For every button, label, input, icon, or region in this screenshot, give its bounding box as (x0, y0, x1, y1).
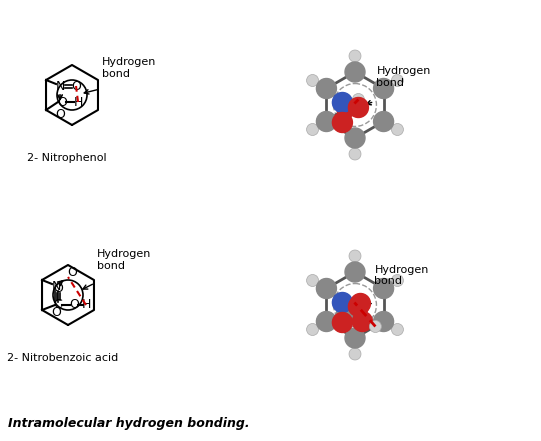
Text: 2- Nitrophenol: 2- Nitrophenol (27, 153, 107, 163)
Circle shape (332, 93, 352, 112)
Circle shape (316, 78, 337, 98)
Circle shape (345, 328, 365, 348)
Circle shape (348, 296, 368, 317)
Text: O: O (69, 299, 79, 311)
Circle shape (307, 123, 319, 135)
Circle shape (370, 321, 381, 333)
Circle shape (352, 311, 372, 332)
Circle shape (332, 292, 352, 313)
Text: 2- Nitrobenzoic acid: 2- Nitrobenzoic acid (8, 353, 118, 363)
Text: O: O (51, 306, 61, 318)
Text: Hydrogen
bond: Hydrogen bond (97, 250, 151, 271)
Circle shape (337, 303, 357, 324)
Circle shape (307, 324, 319, 336)
Text: O: O (53, 283, 63, 295)
Text: O: O (67, 266, 77, 280)
Circle shape (374, 112, 394, 131)
Text: Hydrogen
bond: Hydrogen bond (374, 265, 429, 287)
Text: Intramolecular hydrogen bonding.: Intramolecular hydrogen bonding. (8, 417, 249, 430)
Circle shape (348, 97, 368, 117)
Text: O: O (55, 108, 65, 120)
Circle shape (316, 311, 337, 332)
Circle shape (349, 250, 361, 262)
Circle shape (374, 279, 394, 299)
Text: H: H (74, 96, 83, 108)
Circle shape (332, 112, 352, 132)
Circle shape (337, 97, 357, 117)
Circle shape (374, 78, 394, 98)
Circle shape (392, 75, 404, 86)
Text: Hydrogen
bond: Hydrogen bond (102, 57, 156, 79)
Text: C: C (54, 299, 62, 311)
Circle shape (345, 128, 365, 148)
Circle shape (307, 274, 319, 287)
Circle shape (352, 93, 365, 105)
Text: H: H (81, 299, 91, 311)
Circle shape (345, 262, 365, 282)
Circle shape (345, 62, 365, 82)
Circle shape (349, 50, 361, 62)
Text: Hydrogen
bond: Hydrogen bond (377, 66, 431, 87)
Circle shape (374, 311, 394, 332)
Text: O: O (57, 96, 67, 108)
Circle shape (392, 274, 404, 287)
Circle shape (392, 324, 404, 336)
Text: N: N (55, 79, 65, 93)
Circle shape (316, 112, 337, 131)
Circle shape (349, 348, 361, 360)
Circle shape (316, 279, 337, 299)
Circle shape (332, 313, 352, 333)
Circle shape (351, 294, 371, 314)
Circle shape (349, 148, 361, 160)
Text: O: O (71, 79, 81, 93)
Circle shape (307, 75, 319, 86)
Circle shape (392, 123, 404, 135)
Text: N: N (51, 280, 61, 292)
